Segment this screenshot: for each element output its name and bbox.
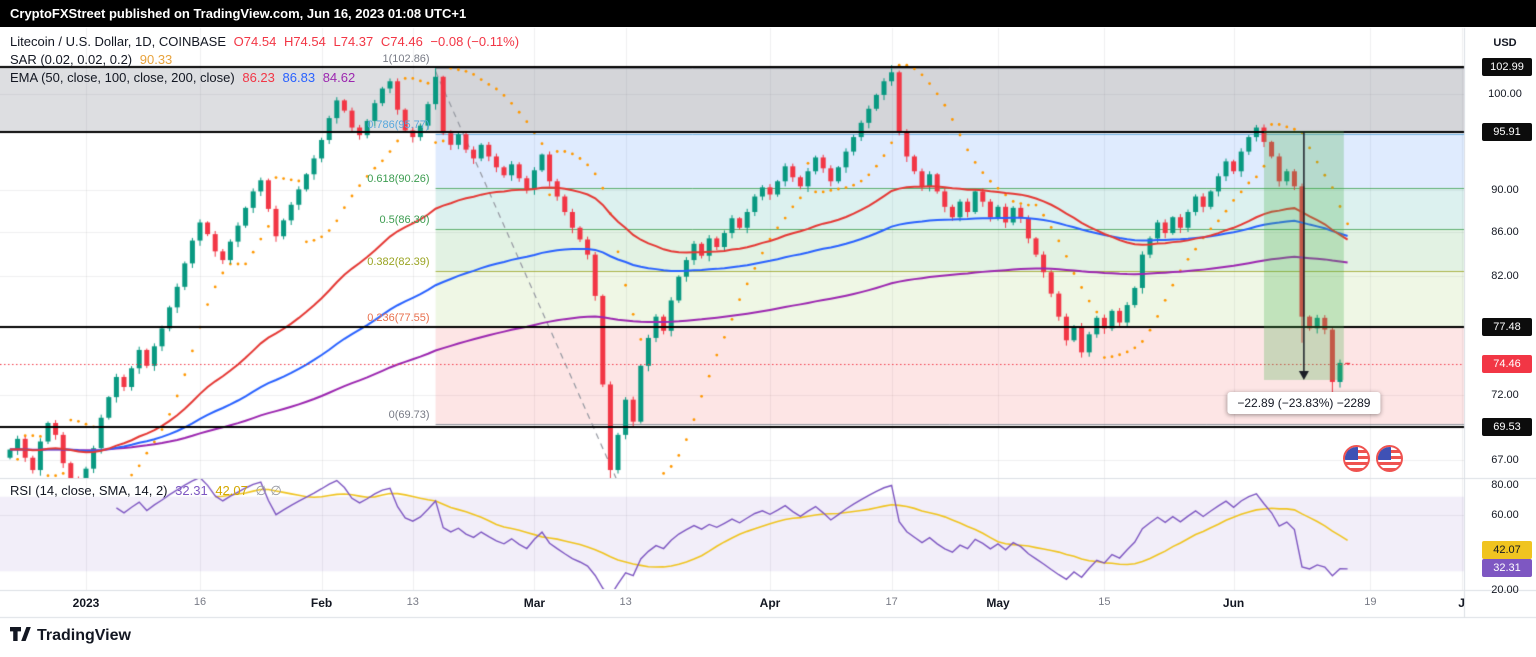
tradingview-brand[interactable]: TradingView [37,626,131,644]
publish-attribution-bar: CryptoFXStreet published on TradingView.… [0,0,1536,27]
tradingview-logo-icon[interactable] [10,626,31,645]
publish-text: CryptoFXStreet published on TradingView.… [10,6,467,21]
footer: TradingView [10,626,131,645]
